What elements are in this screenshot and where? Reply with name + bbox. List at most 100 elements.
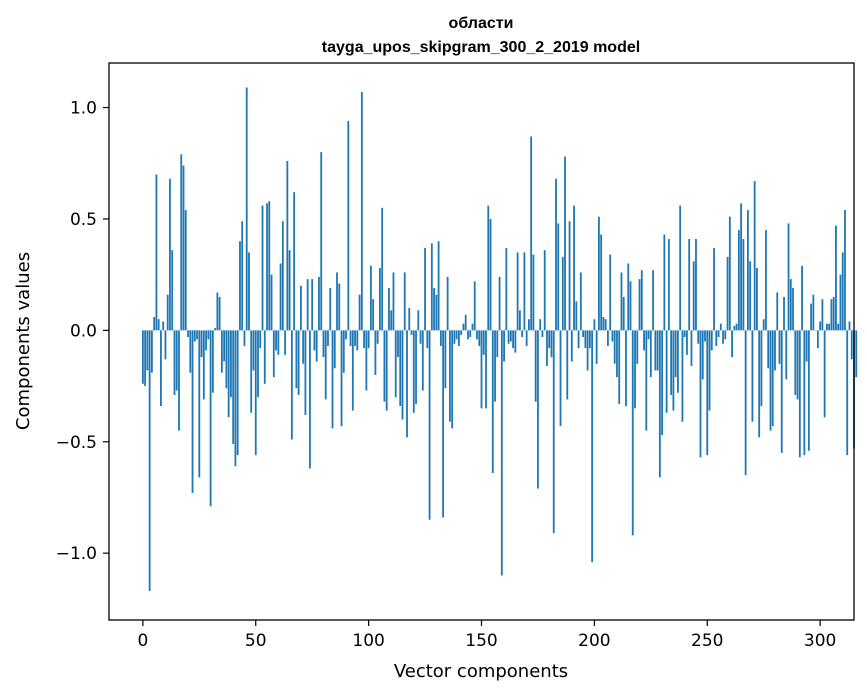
bar (826, 323, 828, 331)
bar (397, 330, 399, 358)
bar (412, 330, 415, 413)
bar (564, 156, 566, 331)
bar (566, 330, 569, 400)
bar (354, 330, 356, 346)
bar (480, 330, 483, 409)
bar (281, 221, 284, 331)
bar (318, 276, 320, 331)
bar (193, 330, 196, 342)
bar (390, 310, 393, 331)
bar (618, 330, 621, 404)
bar (844, 210, 846, 331)
bar (189, 330, 192, 373)
bar (677, 330, 679, 393)
bar (320, 152, 323, 331)
bar (290, 330, 293, 440)
bar (284, 330, 286, 355)
bar (329, 288, 332, 331)
bar (410, 330, 413, 335)
bar (392, 272, 395, 331)
bar (381, 207, 384, 331)
bar (830, 299, 833, 331)
bar (737, 230, 740, 331)
bar (855, 330, 858, 378)
bar (263, 330, 266, 384)
bar (620, 272, 623, 331)
bar (399, 330, 402, 407)
bar (534, 330, 537, 402)
bar (597, 216, 600, 331)
bar (363, 330, 366, 349)
bar (275, 330, 277, 351)
bar (839, 274, 842, 331)
x-tick-label: 0 (137, 631, 148, 651)
bar (616, 330, 618, 378)
bar (403, 272, 406, 331)
bar (593, 319, 596, 331)
bar (708, 330, 711, 411)
bar (349, 330, 352, 346)
bar (209, 330, 212, 507)
bar (426, 330, 429, 349)
bar (717, 330, 720, 338)
bar (415, 330, 417, 404)
bar (487, 205, 490, 331)
bar (695, 239, 697, 331)
bar (688, 239, 691, 331)
bar (369, 265, 372, 331)
bar (164, 330, 167, 360)
bar (794, 330, 797, 395)
bar (546, 330, 548, 367)
bar (383, 330, 386, 402)
bar (444, 330, 447, 389)
bar (789, 279, 792, 331)
bar (460, 330, 463, 335)
y-tick-label: 0.5 (70, 210, 97, 230)
bar (769, 330, 772, 431)
bar (509, 330, 512, 342)
bar (202, 330, 205, 400)
bar (762, 319, 765, 331)
bar (315, 330, 318, 362)
bar (518, 310, 521, 331)
bar (469, 330, 472, 338)
bar (652, 270, 654, 331)
bar (645, 330, 648, 431)
bar (792, 288, 794, 331)
bar (649, 330, 652, 378)
bar (561, 256, 564, 331)
bar (338, 283, 341, 331)
bar (261, 205, 264, 331)
bar (178, 330, 180, 431)
bar (498, 276, 501, 331)
bar (241, 221, 244, 331)
bar (322, 330, 325, 358)
bar (841, 252, 844, 331)
bar (234, 330, 237, 467)
x-axis-ticks: 0 50 100 150 200 250 300 (137, 620, 836, 651)
bar (530, 136, 533, 331)
chart-subtitle: tayga_upos_skipgram_300_2_2019 model (322, 39, 640, 56)
bar (250, 330, 253, 413)
bar (288, 250, 291, 331)
bar (365, 330, 368, 391)
bar (665, 330, 668, 413)
bar (602, 316, 605, 331)
bar (611, 330, 614, 342)
bar (812, 294, 815, 331)
bar (442, 330, 445, 518)
bar (555, 178, 557, 331)
bar (640, 270, 643, 331)
bar (629, 281, 632, 331)
bar (539, 319, 542, 331)
bar (787, 223, 790, 331)
bar (433, 288, 435, 331)
x-tick-label: 50 (245, 631, 267, 651)
bar (765, 230, 767, 331)
x-axis-label: Vector components (394, 661, 568, 682)
bar (489, 218, 492, 331)
y-axis-ticks: −1.0 −0.5 0.0 0.5 1.0 (56, 99, 109, 564)
bar (848, 321, 851, 331)
bar (205, 330, 207, 351)
bar (340, 330, 343, 427)
